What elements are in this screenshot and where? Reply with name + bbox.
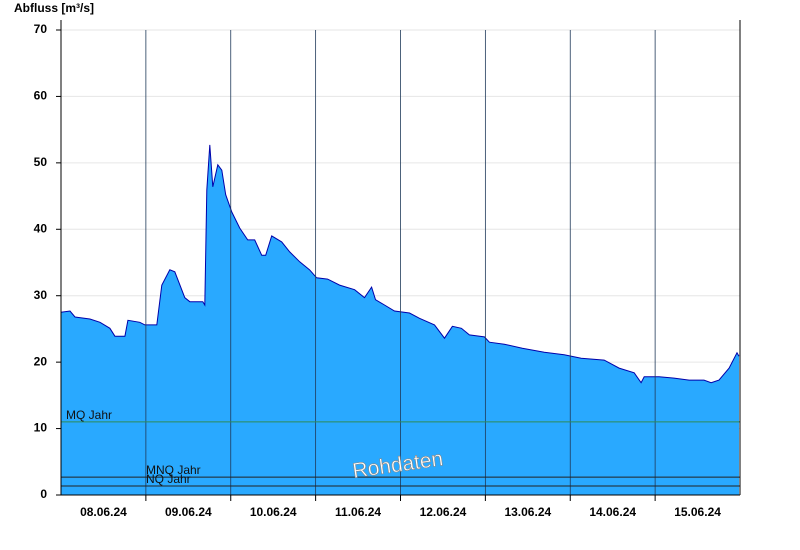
- x-tick-label: 15.06.24: [674, 505, 721, 519]
- y-tick-label: 40: [34, 221, 48, 235]
- x-tick-label: 14.06.24: [589, 505, 636, 519]
- y-tick-label: 0: [40, 487, 47, 501]
- y-tick-label: 60: [34, 89, 48, 103]
- x-tick-label: 08.06.24: [80, 505, 127, 519]
- line: [60, 144, 740, 384]
- y-tick-label: 50: [34, 155, 48, 169]
- y-tick-label: 30: [34, 288, 48, 302]
- x-tick-label: 13.06.24: [504, 505, 551, 519]
- x-tick-label: 09.06.24: [165, 505, 212, 519]
- y-tick-label: 70: [34, 22, 48, 36]
- reference-label: MNQ Jahr: [146, 463, 201, 477]
- y-tick-label: 10: [34, 421, 48, 435]
- x-tick-label: 10.06.24: [250, 505, 297, 519]
- x-tick-label: 11.06.24: [335, 505, 381, 519]
- reference-label: NQ Jahr: [146, 472, 191, 486]
- area: [61, 144, 739, 495]
- reference-label: MQ Jahr: [66, 408, 112, 422]
- y-tick-label: 20: [34, 354, 48, 368]
- y-axis-label: Abfluss [m³/s]: [14, 1, 94, 15]
- x-tick-label: 12.06.24: [420, 505, 467, 519]
